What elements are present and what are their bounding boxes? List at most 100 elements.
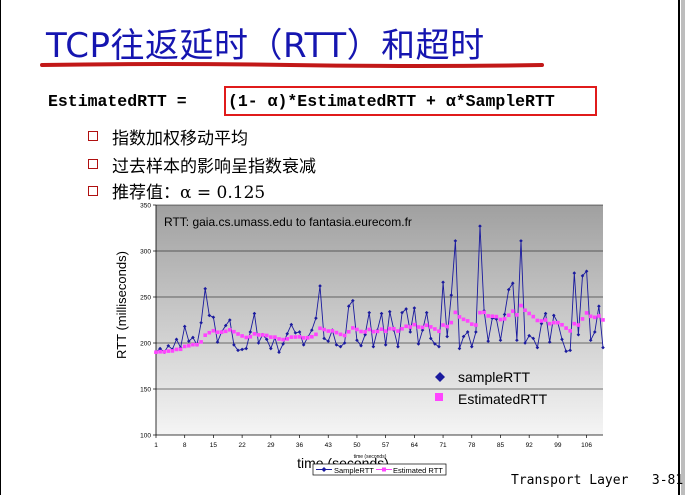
- sample-rtt-point: [236, 348, 240, 353]
- footer-page-number: 3-81: [651, 473, 684, 488]
- formula-lhs: EstimatedRTT =: [48, 92, 197, 111]
- estimated-rtt-point: [469, 322, 474, 326]
- estimated-rtt-point: [527, 311, 531, 316]
- sample-rtt-point: [531, 336, 536, 341]
- sample-rtt-point: [244, 346, 249, 351]
- sample-rtt-point: [465, 330, 470, 334]
- sample-rtt-point: [318, 284, 322, 288]
- sample-rtt-point: [264, 337, 269, 342]
- estimated-rtt-point: [551, 320, 556, 325]
- sample-rtt-point: [351, 298, 355, 303]
- estimated-rtt-point: [277, 337, 281, 341]
- estimated-rtt-point: [191, 342, 195, 347]
- sample-rtt-point: [547, 340, 552, 344]
- estimated-rtt-point: [256, 333, 261, 337]
- sample-rtt-point: [256, 341, 261, 345]
- sample-rtt-point: [457, 346, 462, 351]
- estimated-rtt-point: [154, 350, 158, 354]
- estimated-rtt-point: [178, 347, 183, 352]
- sample-rtt-point: [490, 316, 495, 320]
- sample-rtt-point: [355, 338, 359, 343]
- sample-rtt-point: [338, 344, 343, 349]
- y-tick-label: 350: [140, 203, 151, 210]
- footer-section: Transport Layer: [511, 473, 629, 488]
- sample-rtt-point: [396, 344, 400, 349]
- estimated-rtt-point: [351, 326, 355, 330]
- sample-rtt-point: [277, 350, 281, 354]
- estimated-rtt-point: [412, 322, 417, 327]
- bottom-legend-est-label: Estimated RTT: [393, 466, 443, 475]
- estimated-rtt-point: [170, 349, 175, 353]
- estimated-rtt-point: [519, 303, 523, 308]
- sample-rtt-point: [301, 343, 306, 347]
- x-tick-label: 78: [468, 442, 476, 449]
- estimated-rtt-point: [310, 334, 314, 339]
- estimated-rtt-point: [588, 314, 593, 319]
- sample-rtt-point: [568, 348, 572, 353]
- estimated-rtt-point: [174, 347, 179, 352]
- sample-rtt-point: [564, 349, 568, 354]
- estimated-rtt-point: [338, 332, 343, 337]
- sample-rtt-point: [367, 310, 372, 315]
- x-tick-label: 22: [239, 442, 247, 449]
- sample-rtt-point: [232, 343, 236, 347]
- estimated-rtt-point: [461, 317, 466, 322]
- x-tick-label: 99: [554, 442, 562, 449]
- estimated-rtt-point: [195, 342, 199, 347]
- estimated-rtt-point: [293, 335, 298, 339]
- estimated-rtt-point: [289, 335, 294, 339]
- estimated-rtt-point: [322, 327, 326, 332]
- x-tick-label: 64: [411, 442, 419, 449]
- sample-rtt-point: [486, 339, 490, 343]
- slide-frame-shadow: [681, 0, 685, 495]
- sample-rtt-point: [523, 341, 527, 345]
- estimated-rtt-point: [515, 313, 519, 317]
- sample-rtt-point: [560, 337, 564, 342]
- bullet-text-2: 过去样本的影响呈指数衰减: [112, 157, 316, 177]
- estimated-rtt-point: [580, 317, 585, 321]
- sample-rtt-point: [359, 343, 363, 348]
- sample-rtt-point: [281, 342, 285, 346]
- estimated-rtt-point: [564, 326, 568, 330]
- sample-rtt-point: [506, 287, 511, 292]
- estimated-rtt-point: [584, 311, 589, 315]
- x-tick-label: 15: [210, 442, 218, 449]
- estimated-rtt-point: [375, 329, 380, 334]
- estimated-rtt-point: [371, 329, 376, 334]
- estimated-rtt-point: [601, 318, 605, 322]
- estimated-rtt-point: [207, 330, 212, 335]
- sample-rtt-point: [158, 346, 162, 351]
- estimated-rtt-point: [326, 329, 331, 333]
- estimated-rtt-point: [240, 334, 244, 338]
- sample-rtt-point: [478, 224, 482, 228]
- sample-rtt-point: [527, 333, 531, 338]
- estimated-rtt-point: [547, 321, 552, 326]
- estimated-rtt-point: [556, 320, 560, 325]
- bottom-legend-sample-label: SampleRTT: [334, 466, 374, 475]
- y-tick-label: 150: [140, 387, 151, 394]
- sample-rtt-point: [174, 337, 179, 342]
- y-tick-label: 300: [140, 249, 151, 256]
- sample-rtt-point: [211, 315, 216, 320]
- estimated-rtt-point: [264, 333, 269, 338]
- estimated-rtt-point: [260, 333, 265, 337]
- bullet-square-icon: [88, 131, 98, 141]
- footer: Transport Layer 3-81: [511, 473, 683, 488]
- x-tick-label: 92: [526, 442, 534, 449]
- estimated-rtt-point: [367, 327, 372, 332]
- estimated-rtt-point: [482, 310, 486, 315]
- estimated-rtt-point: [400, 326, 404, 331]
- sample-rtt-point: [187, 339, 191, 343]
- sample-rtt-point: [428, 336, 433, 341]
- slide-title: TCP往返延时（RTT）和超时: [46, 26, 485, 66]
- sample-rtt-point: [572, 271, 577, 275]
- sample-rtt-point: [289, 322, 294, 327]
- y-axis-label: RTT (milliseconds): [114, 251, 129, 359]
- legend-sample-label: sampleRTT: [458, 369, 531, 385]
- sample-rtt-point: [601, 345, 605, 350]
- estimated-rtt-point: [457, 315, 462, 319]
- estimated-rtt-point: [330, 329, 335, 333]
- estimated-rtt-point: [211, 328, 216, 333]
- x-tick-label: 57: [382, 442, 390, 449]
